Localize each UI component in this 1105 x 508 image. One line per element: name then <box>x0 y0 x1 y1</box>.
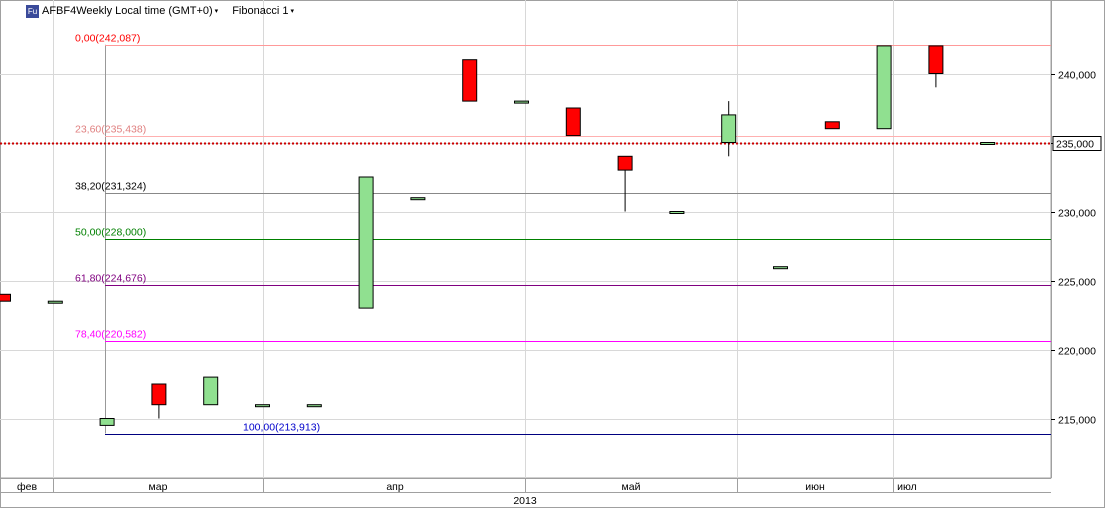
month-label: мар <box>149 481 168 493</box>
candle[interactable] <box>980 142 996 145</box>
candle[interactable] <box>721 114 737 144</box>
fibonacci-level-label: 23,60(235,438) <box>75 124 146 136</box>
current-price-box <box>1052 136 1102 151</box>
price-tick-label: 220,000 <box>1058 346 1096 358</box>
candle[interactable] <box>255 404 270 408</box>
symbol-label[interactable]: AFBF4 <box>42 5 77 17</box>
timeframe-label: Weekly <box>76 5 113 17</box>
year-label: 2013 <box>513 495 537 507</box>
month-label: май <box>622 481 641 493</box>
price-tick-label: 230,000 <box>1058 208 1096 220</box>
month-label: фев <box>17 481 37 493</box>
candle[interactable] <box>565 107 581 137</box>
chevron-down-icon: ▾ <box>214 8 219 16</box>
indicator-label: Fibonacci 1 <box>232 5 289 17</box>
month-label: июл <box>897 481 917 493</box>
candle[interactable] <box>876 45 892 130</box>
candle[interactable] <box>358 176 374 309</box>
price-tick-label: 240,000 <box>1058 70 1096 82</box>
fibonacci-level-label: 78,40(220,582) <box>75 329 146 341</box>
candle[interactable] <box>47 300 63 304</box>
price-tick-label: 225,000 <box>1058 277 1096 289</box>
fibonacci-level-label: 61,80(224,676) <box>75 273 146 285</box>
indicator-selector[interactable]: Fibonacci 1 ▾ <box>232 5 294 17</box>
fibonacci-level-label: 0,00(242,087) <box>75 33 140 45</box>
candle[interactable] <box>617 155 633 171</box>
current-price-label: 235,000 <box>1056 139 1094 151</box>
candle[interactable] <box>669 211 685 214</box>
price-tick-label: 215,000 <box>1058 415 1096 427</box>
candle[interactable] <box>151 383 167 406</box>
fibonacci-level-label: 100,00(213,913) <box>243 422 320 434</box>
candle[interactable] <box>462 59 478 102</box>
timezone-label: Local time (GMT+0) <box>115 5 213 17</box>
candle[interactable] <box>306 404 322 408</box>
timeframe-selector[interactable]: Weekly Local time (GMT+0) ▾ <box>76 5 218 17</box>
candle[interactable] <box>0 293 11 302</box>
chart-header: Fu AFBF4 Weekly Local time (GMT+0) ▾ Fibo… <box>26 3 308 19</box>
candle[interactable] <box>410 197 426 201</box>
month-label: апр <box>386 481 404 493</box>
fibonacci-level-label: 38,20(231,324) <box>75 181 146 193</box>
instrument-type-icon: Fu <box>26 4 39 18</box>
chevron-down-icon: ▾ <box>290 8 294 16</box>
candle[interactable] <box>203 376 219 406</box>
candle[interactable] <box>773 266 788 270</box>
candle[interactable] <box>928 45 944 75</box>
candle[interactable] <box>514 100 529 104</box>
candle[interactable] <box>824 121 840 130</box>
fibonacci-level-label: 50,00(228,000) <box>75 227 146 239</box>
month-label: июн <box>805 481 825 493</box>
candle[interactable] <box>99 418 115 426</box>
